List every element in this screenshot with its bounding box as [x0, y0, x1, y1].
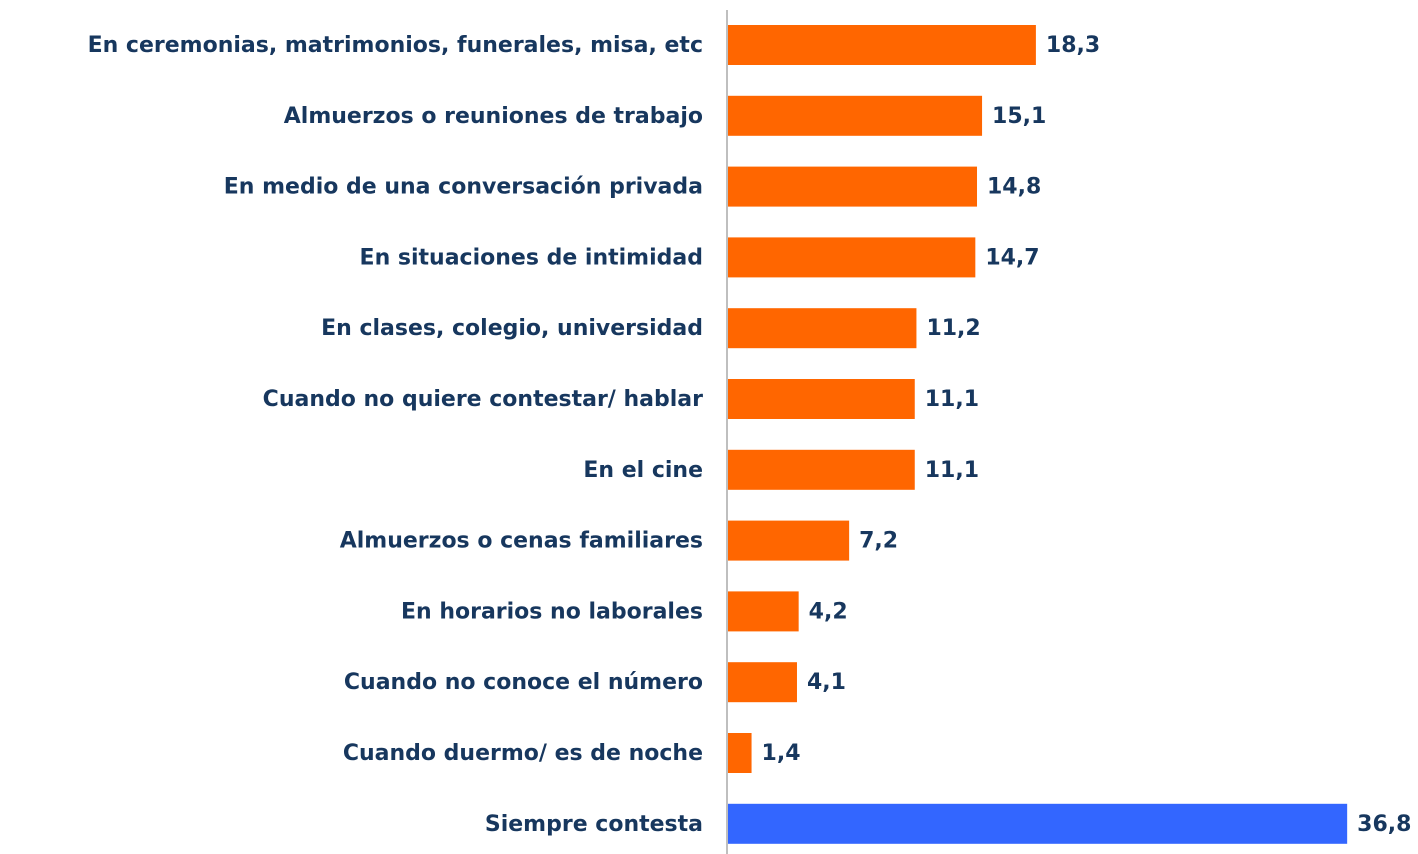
category-label: Almuerzos o reuniones de trabajo — [284, 104, 703, 129]
category-label: En situaciones de intimidad — [360, 245, 703, 270]
category-label: En horarios no laborales — [401, 599, 703, 624]
category-label: Siempre contesta — [485, 812, 703, 837]
value-label: 18,3 — [1046, 33, 1100, 58]
bar — [728, 25, 1036, 65]
bar — [728, 662, 797, 703]
bar — [728, 308, 917, 349]
category-label: En medio de una conversación privada — [224, 175, 703, 200]
bar — [728, 379, 915, 419]
value-label: 15,1 — [992, 104, 1046, 129]
category-label: Cuando duermo/ es de noche — [343, 741, 703, 766]
value-label: 14,7 — [985, 245, 1039, 270]
bar — [728, 520, 850, 561]
value-label: 36,8 — [1357, 812, 1411, 837]
category-label: En clases, colegio, universidad — [321, 316, 703, 341]
category-label: En ceremonias, matrimonios, funerales, m… — [88, 33, 703, 58]
category-label: Cuando no conoce el número — [344, 670, 703, 695]
value-label: 11,2 — [926, 316, 980, 341]
category-label: En el cine — [583, 458, 703, 483]
value-label: 1,4 — [762, 741, 801, 766]
value-label: 11,1 — [925, 458, 979, 483]
bar — [728, 449, 915, 490]
bar — [728, 95, 983, 136]
bar — [728, 733, 752, 773]
category-label: Cuando no quiere contestar/ hablar — [263, 387, 703, 412]
value-label: 14,8 — [987, 175, 1041, 200]
bar — [728, 591, 799, 632]
value-label: 4,1 — [807, 670, 846, 695]
value-label: 11,1 — [925, 387, 979, 412]
value-label: 4,2 — [809, 599, 848, 624]
bar — [728, 803, 1348, 844]
bar — [728, 166, 978, 207]
value-label: 7,2 — [859, 529, 898, 554]
bar — [728, 237, 976, 278]
category-label: Almuerzos o cenas familiares — [340, 529, 703, 554]
